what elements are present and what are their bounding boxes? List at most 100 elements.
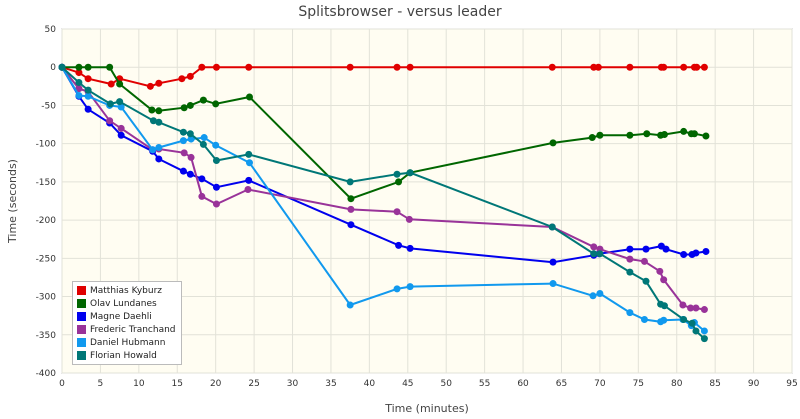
data-point [84,105,92,113]
grid-lines [61,28,793,374]
legend-label: Daniel Hubmann [90,337,166,348]
x-tick-label: 30 [287,379,299,389]
data-point [212,183,220,191]
data-point [626,268,634,276]
data-point [75,92,83,100]
x-tick-label: 0 [59,379,65,389]
x-axis-label: Time (minutes) [384,402,469,415]
data-point [186,101,194,109]
data-point [660,276,668,284]
data-point [680,63,688,71]
data-point [155,155,163,163]
data-point [106,63,114,71]
data-point [199,96,207,104]
data-point [244,186,252,194]
data-point [702,132,710,140]
data-point [187,135,195,143]
legend-item: Olav Lundanes [77,297,177,310]
data-point [84,86,92,94]
data-point [596,250,604,258]
legend-swatch [77,312,86,321]
data-point [626,309,634,317]
data-point [84,92,92,100]
data-point [702,247,710,255]
data-point [346,301,354,309]
x-tick-label: 95 [786,379,797,389]
data-point [180,149,188,157]
y-tick-label: 50 [45,25,57,35]
data-point [198,175,206,183]
x-tick-label: 80 [671,379,683,389]
legend-label: Frederic Tranchand [90,324,176,335]
data-point [58,63,66,71]
y-tick-label: 0 [50,63,56,73]
data-point [660,130,668,138]
data-point [178,75,186,83]
data-point [155,118,163,126]
data-point [346,178,354,186]
data-point [117,131,125,139]
data-point [179,137,187,145]
data-point [393,170,401,178]
data-point [245,63,253,71]
legend-swatch [77,286,86,295]
data-point [186,130,194,138]
data-point [548,63,556,71]
data-point [690,130,698,138]
data-point [680,127,688,135]
data-point [626,63,634,71]
legend-swatch [77,325,86,334]
data-point [155,107,163,115]
legend-item: Daniel Hubmann [77,336,177,349]
axis-ticks: 0 5 10 15 20 25 30 35 40 45 50 55 60 65 70 75 80 85 90 95 50… [36,25,798,389]
data-point [187,153,195,161]
data-point [700,63,708,71]
y-tick-label: -150 [36,178,57,188]
x-tick-label: 55 [479,379,490,389]
data-point [245,93,253,101]
series-group [58,63,710,343]
data-point [405,215,413,223]
data-point [406,244,414,252]
data-point [84,75,92,83]
data-point [346,63,354,71]
legend-label: Olav Lundanes [90,298,157,309]
data-point [660,63,668,71]
data-point [180,104,188,112]
y-tick-label: -250 [36,254,57,264]
y-tick-label: -50 [41,101,56,111]
x-tick-label: 65 [556,379,567,389]
data-point [660,302,668,310]
x-tick-label: 25 [248,379,259,389]
data-point [245,159,253,167]
x-tick-label: 50 [440,379,452,389]
legend-item: Frederic Tranchand [77,323,177,336]
legend-label: Florian Howald [90,350,157,361]
data-point [186,170,194,178]
data-point [117,103,125,111]
legend-item: Magne Daehli [77,310,177,323]
data-point [626,131,634,139]
x-tick-label: 60 [517,379,529,389]
legend-swatch [77,351,86,360]
data-point [395,178,403,186]
data-point [155,79,163,87]
x-tick-label: 15 [172,379,183,389]
data-point [212,63,220,71]
data-point [245,150,253,158]
y-tick-label: -300 [36,293,57,303]
data-point [549,258,557,266]
data-point [693,63,701,71]
y-tick-label: -100 [36,140,57,150]
y-tick-label: -200 [36,216,57,226]
chart-title: Splitsbrowser - versus leader [298,4,501,20]
data-point [596,289,604,297]
x-tick-label: 75 [633,379,644,389]
data-point [692,249,700,257]
data-point [116,80,124,88]
data-point [688,319,696,327]
y-tick-label: -350 [36,331,57,341]
data-point [406,63,414,71]
legend-label: Magne Daehli [90,311,152,322]
